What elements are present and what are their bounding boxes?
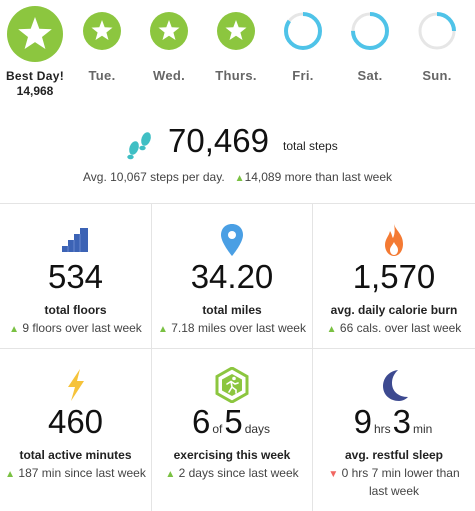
steps-change: 14,089 more than last week <box>244 170 392 184</box>
day-label: Best Day! <box>5 69 65 83</box>
day-best[interactable]: Best Day! 14,968 <box>0 6 70 98</box>
day-label: Fri. <box>292 68 314 83</box>
active-minutes-tile[interactable]: 460 total active minutes ▲ 187 min since… <box>0 348 152 511</box>
lightning-icon <box>56 367 96 403</box>
sleep-label: avg. restful sleep <box>344 448 444 462</box>
footprints-icon <box>124 130 156 160</box>
calories-label: avg. daily calorie burn <box>330 303 458 317</box>
exercise-days-tile[interactable]: 6 of5 days exercising this week ▲ 2 days s… <box>152 348 313 511</box>
day-label: Thurs. <box>215 68 257 83</box>
goal-star-icon <box>77 6 127 56</box>
sleep-tile[interactable]: 9 hrs3 min avg. restful sleep ▼ 0 hrs 7 mi… <box>313 348 475 511</box>
exercise-days-label: exercising this week <box>173 448 291 462</box>
sleep-value: 9 hrs3 min <box>353 403 433 440</box>
stairs-icon <box>56 222 96 258</box>
calories-value: 1,570 <box>352 258 436 295</box>
miles-change: ▲ 7.18 miles over last week <box>158 321 306 335</box>
day-fri[interactable]: Fri. <box>268 6 338 83</box>
day-label: Tue. <box>88 68 116 83</box>
progress-ring-icon <box>345 6 395 56</box>
total-steps-unit: total steps <box>283 139 338 153</box>
exercise-days-change: ▲ 2 days since last week <box>165 466 299 480</box>
goal-star-icon <box>211 6 261 56</box>
map-pin-icon <box>212 222 252 258</box>
day-thurs[interactable]: Thurs. <box>201 6 271 83</box>
floors-tile[interactable]: 534 total floors ▲ 9 floors over last we… <box>0 203 152 348</box>
up-arrow-icon: ▲ <box>158 324 168 335</box>
floors-value: 534 <box>47 258 104 295</box>
sleep-change: ▼ 0 hrs 7 min lower than last week <box>328 466 460 498</box>
exercise-days-value: 6 of5 days <box>191 403 271 440</box>
steps-average-line: Avg. 10,067 steps per day. ▲14,089 more … <box>0 170 475 184</box>
total-steps-value: 70,469 <box>168 122 269 159</box>
day-sun[interactable]: Sun. <box>402 6 472 83</box>
up-arrow-icon: ▲ <box>165 469 176 480</box>
floors-label: total floors <box>44 303 107 317</box>
active-minutes-change: ▲ 187 min since last week <box>5 466 146 480</box>
day-tue[interactable]: Tue. <box>67 6 137 83</box>
steps-summary: 70,469 total steps Avg. 10,067 steps per… <box>0 118 475 198</box>
flame-icon <box>374 222 414 258</box>
up-arrow-icon: ▲ <box>5 469 16 480</box>
day-wed[interactable]: Wed. <box>134 6 204 83</box>
progress-ring-icon <box>278 6 328 56</box>
miles-value: 34.20 <box>190 258 274 295</box>
runner-hexagon-icon <box>212 366 252 404</box>
best-day-steps: 14,968 <box>16 84 54 98</box>
steps-average: Avg. 10,067 steps per day. <box>83 170 225 184</box>
miles-tile[interactable]: 34.20 total miles ▲ 7.18 miles over last… <box>152 203 313 348</box>
active-minutes-label: total active minutes <box>19 448 132 462</box>
day-sat[interactable]: Sat. <box>335 6 405 83</box>
active-minutes-value: 460 <box>47 403 104 440</box>
floors-change: ▲ 9 floors over last week <box>9 321 142 335</box>
miles-label: total miles <box>202 303 262 317</box>
progress-ring-icon <box>412 6 462 56</box>
calories-change: ▲ 66 cals. over last week <box>326 321 462 335</box>
stats-grid: 534 total floors ▲ 9 floors over last we… <box>0 203 475 511</box>
up-arrow-icon: ▲ <box>9 324 20 335</box>
day-label: Sat. <box>357 68 383 83</box>
goal-star-icon <box>7 6 63 62</box>
down-arrow-icon: ▼ <box>328 469 339 480</box>
up-arrow-icon: ▲ <box>234 173 245 184</box>
goal-star-icon <box>144 6 194 56</box>
day-label: Wed. <box>152 68 186 83</box>
day-label: Sun. <box>422 68 452 83</box>
up-arrow-icon: ▲ <box>326 324 337 335</box>
week-day-strip: Best Day! 14,968 Tue. Wed. Thurs. <box>0 0 475 105</box>
calories-tile[interactable]: 1,570 avg. daily calorie burn ▲ 66 cals.… <box>313 203 475 348</box>
moon-icon <box>374 367 414 403</box>
